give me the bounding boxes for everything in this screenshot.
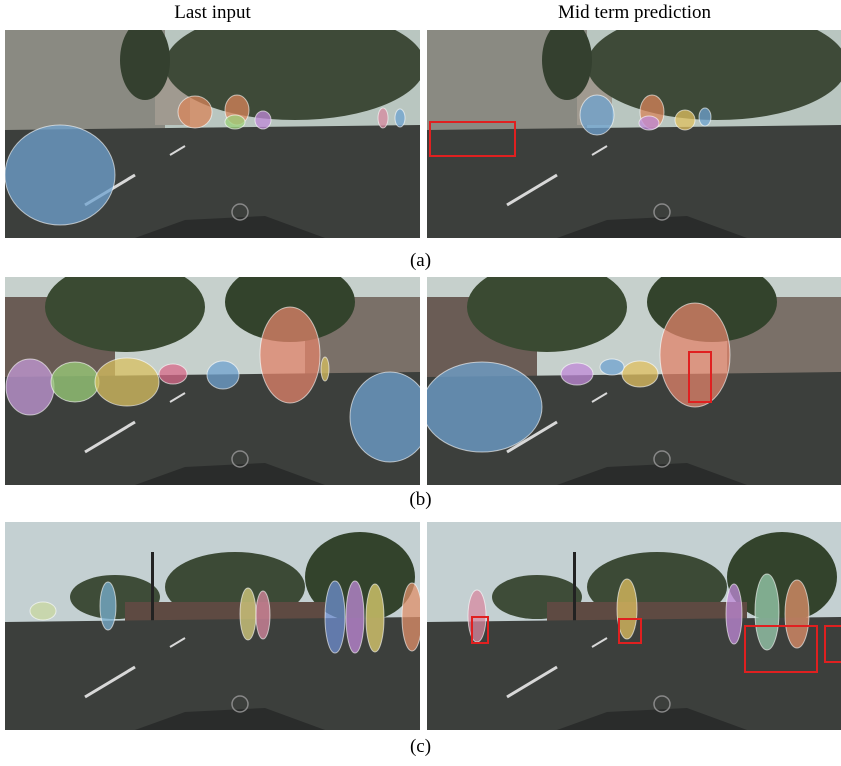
emblem — [653, 203, 671, 221]
instance-mask — [5, 124, 116, 226]
instance-mask — [255, 590, 271, 640]
road — [5, 617, 420, 730]
highlight-box — [824, 625, 841, 663]
instance-mask — [427, 361, 543, 453]
lane-mark — [169, 392, 186, 403]
lane-mark — [591, 637, 608, 648]
lane-mark — [169, 637, 186, 648]
instance-mask — [401, 582, 420, 652]
car-hood — [135, 216, 325, 238]
emblem — [653, 450, 671, 468]
car-hood — [557, 216, 747, 238]
lane-mark — [506, 665, 558, 699]
instance-mask — [616, 578, 638, 640]
instance-mask — [206, 360, 240, 390]
instance-mask — [394, 108, 406, 128]
instance-mask — [784, 579, 810, 649]
emblem — [653, 695, 671, 713]
instance-mask — [50, 361, 100, 403]
instance-mask — [365, 583, 385, 653]
instance-mask — [621, 360, 659, 388]
wall — [547, 602, 747, 624]
instance-mask — [579, 94, 615, 136]
instance-mask — [259, 306, 321, 404]
lane-mark — [591, 392, 608, 403]
instance-mask — [674, 109, 696, 131]
lane-mark — [84, 420, 136, 454]
emblem — [231, 695, 249, 713]
highlight-box — [688, 351, 712, 403]
pole — [573, 552, 576, 632]
emblem — [231, 203, 249, 221]
photo-panel — [427, 522, 841, 730]
tree — [120, 30, 170, 100]
lane-mark — [506, 173, 558, 207]
pole — [151, 552, 154, 632]
instance-mask — [239, 587, 257, 641]
instance-mask — [224, 114, 246, 130]
instance-mask — [698, 107, 712, 127]
car-hood — [135, 463, 325, 485]
instance-mask — [560, 362, 594, 386]
lane-mark — [84, 665, 136, 699]
photo-panel — [427, 277, 841, 485]
photo-panel — [5, 30, 420, 238]
photo-panel — [5, 277, 420, 485]
column-header: Mid term prediction — [557, 2, 712, 23]
instance-mask — [94, 357, 160, 407]
instance-mask — [377, 107, 389, 129]
row-label: (b) — [409, 489, 432, 510]
wall — [125, 602, 325, 624]
highlight-box — [471, 616, 489, 644]
instance-mask — [177, 95, 213, 129]
lane-mark — [591, 145, 608, 156]
tree — [727, 532, 837, 622]
tree — [542, 30, 592, 100]
row-label: (c) — [409, 736, 432, 757]
instance-mask — [659, 302, 731, 408]
photo-panel — [427, 30, 841, 238]
instance-mask — [754, 573, 780, 651]
highlight-box — [429, 121, 516, 157]
tree — [165, 30, 420, 120]
instance-mask — [345, 580, 365, 654]
car-hood — [557, 708, 747, 730]
road — [427, 125, 841, 238]
instance-mask — [349, 371, 420, 463]
instance-mask — [99, 581, 117, 631]
lane-mark — [506, 420, 558, 454]
emblem — [231, 450, 249, 468]
car-hood — [557, 463, 747, 485]
highlight-box — [744, 625, 818, 673]
highlight-box — [618, 618, 642, 644]
tree — [467, 277, 627, 352]
instance-mask — [29, 601, 57, 621]
photo-panel — [5, 522, 420, 730]
instance-mask — [254, 110, 272, 130]
road — [427, 617, 841, 730]
tree — [45, 277, 205, 352]
instance-mask — [320, 356, 330, 382]
instance-mask — [638, 115, 660, 131]
instance-mask — [158, 363, 188, 385]
instance-mask — [324, 580, 346, 654]
row-label: (a) — [409, 250, 432, 271]
car-hood — [135, 708, 325, 730]
instance-mask — [725, 583, 743, 645]
lane-mark — [169, 145, 186, 156]
instance-mask — [599, 358, 625, 376]
instance-mask — [5, 358, 55, 416]
column-header: Last input — [174, 2, 251, 23]
